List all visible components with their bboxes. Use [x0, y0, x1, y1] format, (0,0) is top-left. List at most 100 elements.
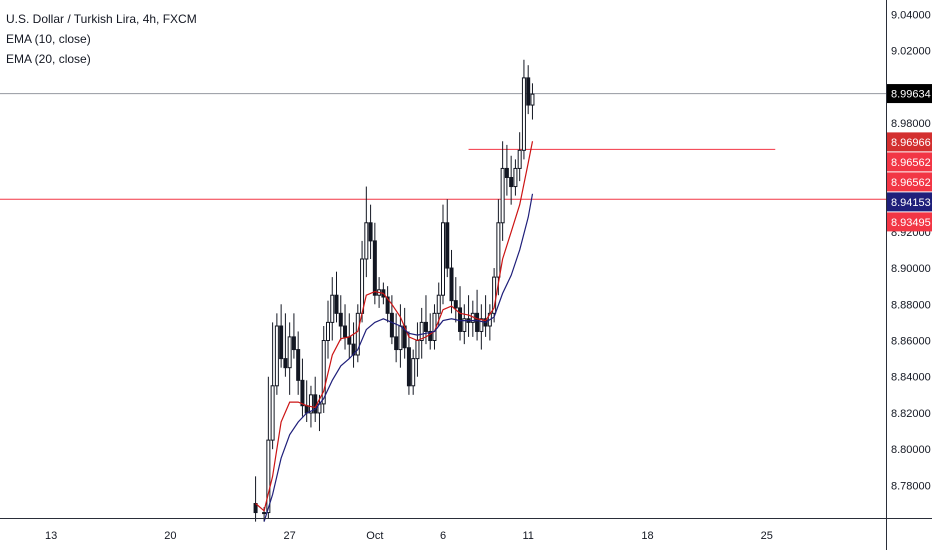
candle [253, 476, 258, 522]
candle [291, 313, 296, 359]
candle [334, 271, 339, 323]
price-tag-bg [887, 84, 932, 104]
candle-body [287, 336, 292, 369]
candle [441, 204, 445, 305]
candle-body [411, 358, 416, 387]
candle [287, 322, 292, 395]
ema10-line [255, 141, 534, 512]
candle-body [274, 325, 279, 387]
candle [279, 304, 284, 368]
candle [419, 307, 424, 359]
candle-body [355, 312, 360, 356]
candle-body [419, 321, 424, 342]
candle [415, 322, 420, 377]
candle-body [372, 240, 377, 296]
candle [330, 277, 335, 341]
x-tick-label: 27 [284, 530, 296, 542]
candle-body [504, 167, 509, 178]
price-tag-label: 8.99634 [891, 89, 931, 101]
candle-body [479, 318, 484, 332]
candle-body [300, 379, 305, 407]
candle-body [253, 503, 258, 514]
x-tick-label: 25 [761, 530, 773, 542]
candle [368, 204, 373, 259]
candle [483, 295, 488, 337]
y-tick-label: 8.88000 [891, 299, 931, 311]
price-tag: 8.96966 [887, 132, 932, 152]
candle [496, 199, 501, 296]
candle-body [441, 222, 445, 296]
candle [487, 304, 492, 341]
price-tag: 8.93495 [887, 212, 932, 232]
candle [436, 282, 441, 327]
candle-body [509, 176, 514, 188]
y-tick-label: 8.78000 [891, 480, 931, 492]
y-tick-label: 8.80000 [891, 444, 931, 456]
candle [355, 304, 360, 363]
price-tag-label: 8.94153 [891, 197, 931, 209]
candle [504, 144, 509, 196]
candle-body [517, 149, 522, 169]
candle [300, 358, 305, 417]
candle [274, 313, 279, 395]
candle-body [436, 294, 441, 314]
price-tag-bg [887, 132, 932, 152]
candle-body [270, 385, 275, 441]
candle [372, 222, 377, 305]
price-tag-bg [887, 212, 932, 232]
candle [283, 313, 288, 377]
legend-title: U.S. Dollar / Turkish Lira, 4h, FXCM [6, 12, 197, 26]
candle-body [445, 222, 450, 269]
price-tag-bg [887, 172, 932, 192]
candle [428, 313, 433, 350]
candle-body [415, 340, 420, 360]
candle [432, 304, 437, 350]
candle-body [308, 394, 313, 414]
candle-body [360, 258, 365, 314]
candle-body [330, 294, 335, 323]
candle-body [334, 294, 339, 314]
price-tag: 8.96562 [887, 152, 932, 172]
candle-body [304, 405, 309, 414]
candle-body [394, 336, 399, 351]
price-tag-label: 8.96562 [891, 177, 931, 189]
price-tag: 8.99634 [887, 84, 932, 104]
candle [509, 155, 514, 205]
candle-body [521, 77, 526, 151]
candle-body [266, 439, 271, 514]
candle-body [338, 312, 343, 327]
candle [492, 268, 497, 323]
price-tag-bg [887, 192, 932, 212]
candle-body [513, 167, 518, 188]
candle [313, 376, 318, 423]
candle [304, 380, 309, 423]
candle [364, 186, 369, 278]
candle-body [385, 296, 390, 314]
candle [325, 300, 330, 359]
candle-body [462, 318, 467, 332]
x-tick-label: 20 [164, 530, 176, 542]
candle-body [321, 340, 326, 405]
candle [385, 286, 390, 323]
candle-body [449, 267, 454, 302]
candle-body [389, 312, 394, 338]
ema20-line [263, 193, 534, 522]
candle [394, 313, 399, 363]
candle-body [500, 167, 505, 224]
candle-body [364, 222, 369, 260]
candle-body [428, 330, 433, 342]
candle [526, 65, 531, 115]
candle-body [453, 300, 458, 309]
candle [449, 249, 454, 314]
candle-body [325, 321, 330, 342]
x-tick-label: Oct [366, 530, 383, 542]
candle-body [347, 336, 352, 345]
candle-body [475, 312, 480, 332]
y-tick-label: 8.82000 [891, 408, 931, 420]
candle-body [343, 325, 348, 338]
x-tick-label: 18 [641, 530, 653, 542]
candle [411, 349, 416, 395]
y-tick-label: 9.04000 [891, 9, 931, 21]
